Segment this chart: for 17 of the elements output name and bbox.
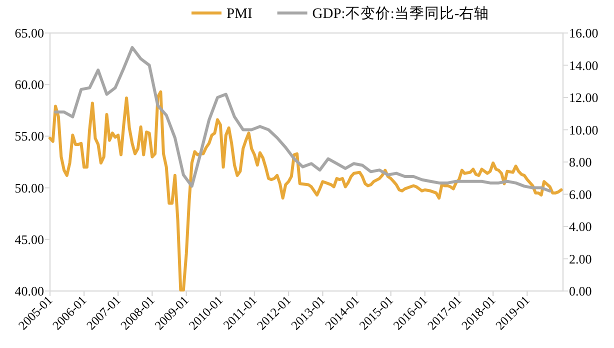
legend-label: GDP:不变价:当季同比-右轴 xyxy=(312,5,490,22)
y-tick-label: 40.00 xyxy=(14,284,44,298)
y-tick-label: 60.00 xyxy=(14,77,44,92)
y-tick-label: 50.00 xyxy=(14,180,44,196)
y-tick-label: 55.00 xyxy=(14,128,44,144)
y2-tick-label: 8.00 xyxy=(569,154,592,170)
legend-label: PMI xyxy=(226,6,252,22)
y-tick-label: 65.00 xyxy=(14,26,44,40)
y2-tick-label: 12.00 xyxy=(569,90,598,105)
y2-tick-label: 6.00 xyxy=(569,186,592,202)
y2-tick-label: 0.00 xyxy=(569,284,592,298)
y2-tick-label: 4.00 xyxy=(569,219,592,234)
y2-tick-label: 16.00 xyxy=(569,26,598,40)
y-tick-label: 45.00 xyxy=(14,232,44,247)
y2-tick-label: 2.00 xyxy=(569,251,592,266)
y2-tick-label: 14.00 xyxy=(569,58,598,73)
y2-tick-label: 10.00 xyxy=(569,122,598,138)
